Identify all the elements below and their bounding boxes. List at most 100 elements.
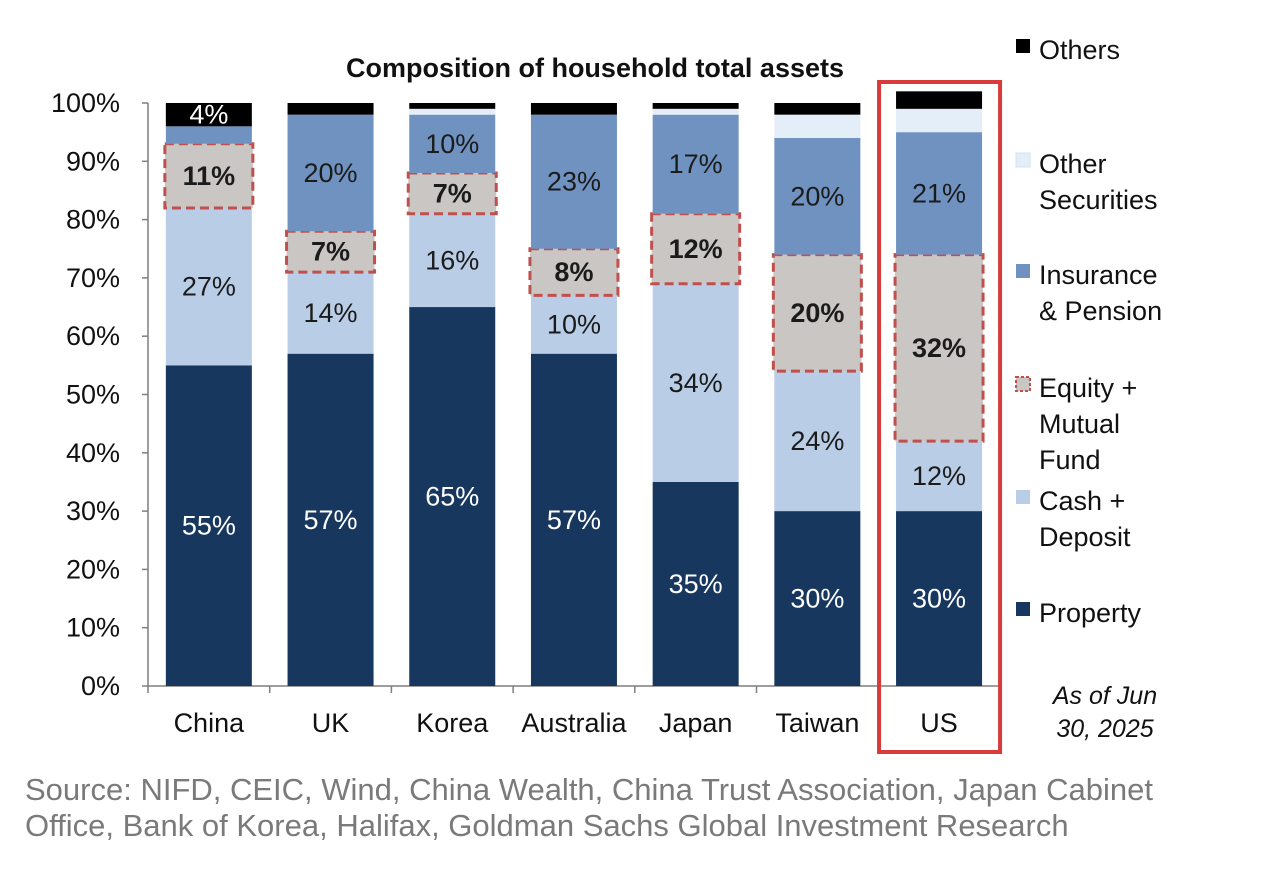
source-line-2: Office, Bank of Korea, Halifax, Goldman …: [25, 808, 1069, 843]
data-label-australia-insurance-pension: 23%: [547, 167, 601, 197]
x-category-label: UK: [312, 708, 350, 738]
bar-taiwan-property: [774, 511, 861, 686]
date-note-line: 30, 2025: [1056, 715, 1153, 743]
legend-label: Securities: [1039, 185, 1158, 215]
legend-label: Insurance: [1039, 260, 1158, 290]
legend-label: Equity +: [1039, 373, 1137, 403]
bar-australia-cash-deposit: [530, 295, 617, 354]
date-note: As of Jun 30, 2025: [1051, 682, 1157, 743]
source-line-1: Source: NIFD, CEIC, Wind, China Wealth, …: [25, 772, 1153, 807]
bar-japan-other-securities: [652, 108, 739, 115]
legend-label: Deposit: [1039, 522, 1131, 552]
data-label-us-insurance-pension: 21%: [912, 178, 966, 208]
data-label-taiwan-cash-deposit: 24%: [790, 426, 844, 456]
data-label-korea-cash-deposit: 16%: [425, 245, 479, 275]
legend-swatch-cash-deposit: [1016, 490, 1030, 504]
bar-korea-insurance-pension: [409, 114, 496, 173]
data-label-uk-property: 57%: [304, 505, 358, 535]
legend-label: Other: [1039, 149, 1107, 179]
chart-data-labels: 55% 27% 11% 4% 57% 14% 7% 20% 65% 16% 7% 10% 57% 10% 8…: [182, 100, 966, 614]
x-category-label: Australia: [521, 708, 627, 738]
legend-label: Cash +: [1039, 486, 1125, 516]
bar-us-other-securities: [896, 108, 983, 133]
bar-korea-cash-deposit: [409, 213, 496, 308]
data-label-korea-property: 65%: [425, 482, 479, 512]
y-tick-label: 50%: [66, 380, 120, 410]
data-label-korea-equity-mutual-fund: 7%: [433, 178, 472, 208]
data-label-japan-insurance-pension: 17%: [669, 149, 723, 179]
bar-taiwan-cash-deposit: [774, 371, 861, 512]
bar-uk-insurance-pension: [287, 114, 374, 232]
bar-taiwan-other-securities: [774, 114, 861, 138]
bar-australia-property: [530, 353, 617, 686]
data-label-us-cash-deposit: 12%: [912, 461, 966, 491]
legend-swatch-other-securities: [1015, 152, 1031, 168]
bar-us-insurance-pension: [896, 132, 983, 255]
bar-japan-insurance-pension: [652, 114, 739, 214]
bar-taiwan-insurance-pension: [774, 137, 861, 255]
equity-highlight-taiwan: [771, 253, 863, 373]
bar-uk-others: [287, 103, 374, 115]
bar-korea-other-securities: [409, 108, 496, 115]
chart-legend: Others Other Securities Insurance & Pension E…: [1015, 35, 1162, 628]
chart-title: Composition of household total assets: [346, 53, 844, 83]
bar-us-cash-deposit: [896, 441, 983, 512]
data-label-us-property: 30%: [912, 584, 966, 614]
x-category-label: Taiwan: [775, 708, 859, 738]
date-note-line: As of Jun: [1051, 682, 1157, 710]
data-label-china-others: 4%: [189, 100, 228, 130]
data-label-china-equity-mutual-fund: 11%: [183, 161, 236, 191]
bar-japan-property: [652, 481, 739, 686]
y-tick-label: 100%: [51, 88, 120, 118]
data-label-uk-equity-mutual-fund: 7%: [311, 237, 350, 267]
equity-highlight-us: [893, 253, 985, 443]
data-label-taiwan-insurance-pension: 20%: [790, 181, 844, 211]
y-tick-label: 80%: [66, 205, 120, 235]
x-category-label: Korea: [416, 708, 489, 738]
source-note: Source: NIFD, CEIC, Wind, China Wealth, …: [25, 772, 1265, 844]
bar-japan-cash-deposit: [652, 283, 739, 482]
y-tick-label: 0%: [81, 671, 120, 701]
y-tick-label: 70%: [66, 263, 120, 293]
us-highlight-box: [877, 80, 1003, 754]
data-label-us-equity-mutual-fund: 32%: [912, 333, 966, 363]
y-tick-label: 10%: [66, 613, 120, 643]
bar-korea-property: [409, 307, 496, 686]
data-label-japan-property: 35%: [669, 569, 723, 599]
equity-highlight-uk: [285, 229, 377, 274]
legend-swatch-insurance-pension: [1016, 264, 1030, 278]
bar-china-cash-deposit: [165, 207, 252, 366]
legend-label: Property: [1039, 598, 1142, 628]
data-label-australia-cash-deposit: 10%: [547, 310, 601, 340]
x-category-label: US: [920, 708, 958, 738]
y-tick-label: 40%: [66, 438, 120, 468]
legend-label: & Pension: [1039, 296, 1162, 326]
x-category-label: China: [174, 708, 246, 738]
y-tick-label: 20%: [66, 554, 120, 584]
legend-swatch-equity-mutual-fund: [1015, 376, 1031, 392]
legend-swatch-property: [1016, 602, 1030, 616]
bar-korea-others: [409, 103, 496, 109]
bar-uk-cash-deposit: [287, 272, 374, 354]
data-label-korea-insurance-pension: 10%: [425, 129, 479, 159]
y-tick-label: 30%: [66, 496, 120, 526]
data-label-taiwan-equity-mutual-fund: 20%: [790, 298, 844, 328]
data-label-australia-equity-mutual-fund: 8%: [554, 257, 593, 287]
bar-australia-others: [530, 103, 617, 115]
legend-label: Others: [1039, 35, 1120, 65]
chart-axes: 0% 10% 20% 30% 40% 50% 60% 70% 80% 90% 100% China UK…: [51, 88, 1001, 738]
bar-china-others: [165, 103, 252, 127]
data-label-japan-cash-deposit: 34%: [669, 368, 723, 398]
data-label-taiwan-property: 30%: [790, 584, 844, 614]
x-category-label: Japan: [659, 708, 733, 738]
bar-australia-insurance-pension: [530, 114, 617, 249]
bar-china-insurance-pension: [165, 126, 252, 144]
bar-us-property: [896, 511, 983, 686]
bar-taiwan-others: [774, 103, 861, 115]
legend-label: Mutual: [1039, 409, 1120, 439]
equity-highlight-china: [163, 142, 255, 210]
data-label-australia-property: 57%: [547, 505, 601, 535]
bar-japan-others: [652, 103, 739, 109]
data-label-japan-equity-mutual-fund: 12%: [669, 234, 723, 264]
